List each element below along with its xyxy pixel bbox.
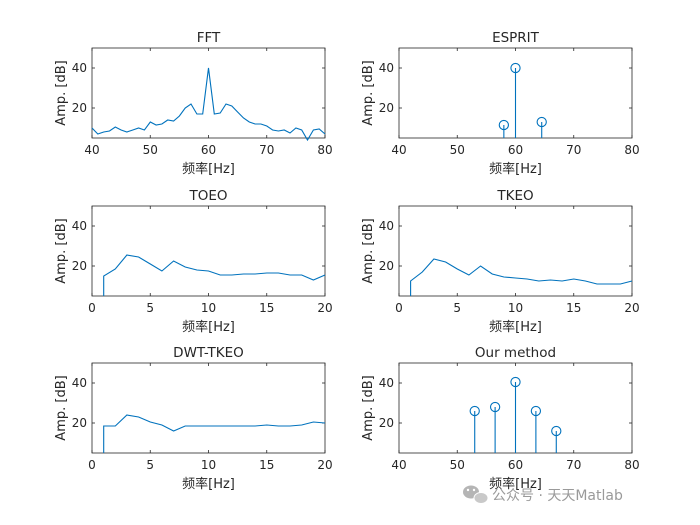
x-tick-label: 50 <box>450 143 465 157</box>
x-tick-label: 15 <box>566 301 581 315</box>
y-tick-label: 40 <box>379 376 394 390</box>
x-tick-label: 80 <box>317 143 332 157</box>
axes-frame <box>91 205 326 297</box>
series-line <box>410 258 633 296</box>
subplot-0: FFT 40 50 60 70 80 20 40 频率[Hz] Amp. [dB] <box>54 30 333 177</box>
watermark-text: 公众号 · 天天Matlab <box>492 488 623 504</box>
x-axis-label: 频率[Hz] <box>489 319 542 335</box>
subplot-4: DWT-TKEO 0 5 10 15 20 20 40 频率[Hz] Amp. [dB] <box>54 345 333 492</box>
x-tick-label: 15 <box>259 301 274 315</box>
y-axis-label: Amp. [dB] <box>54 60 69 125</box>
x-tick-label: 20 <box>317 458 332 472</box>
subplot-title: FFT <box>197 30 221 46</box>
series-line <box>91 67 326 142</box>
y-tick-label: 20 <box>72 101 87 115</box>
x-tick-label: 60 <box>508 458 523 472</box>
x-tick-label: 10 <box>201 301 216 315</box>
axes-frame <box>91 47 326 139</box>
stem-marker <box>536 116 547 128</box>
x-tick-label: 40 <box>391 143 406 157</box>
x-tick-label: 50 <box>450 458 465 472</box>
x-axis-label: 频率[Hz] <box>489 161 542 177</box>
x-tick-label: 10 <box>508 301 523 315</box>
subplot-title: TKEO <box>496 188 533 204</box>
y-axis-label: Amp. [dB] <box>361 375 376 440</box>
y-tick-label: 20 <box>379 259 394 273</box>
x-tick-label: 80 <box>624 458 639 472</box>
x-axis-label: 频率[Hz] <box>489 476 542 492</box>
stem-marker <box>469 405 480 417</box>
x-tick-label: 5 <box>146 458 154 472</box>
x-tick-label: 80 <box>624 143 639 157</box>
y-tick-label: 20 <box>379 101 394 115</box>
y-tick-label: 40 <box>379 219 394 233</box>
x-axis-label: 频率[Hz] <box>182 319 235 335</box>
x-tick-label: 60 <box>508 143 523 157</box>
x-tick-label: 20 <box>624 301 639 315</box>
y-axis-label: Amp. [dB] <box>361 218 376 283</box>
stem-marker <box>551 425 562 437</box>
stem-marker <box>498 119 509 131</box>
x-tick-label: 70 <box>566 458 581 472</box>
y-axis-label: Amp. [dB] <box>54 375 69 440</box>
subplot-title: TOEO <box>188 188 227 204</box>
x-tick-label: 40 <box>84 143 99 157</box>
x-tick-label: 5 <box>453 301 461 315</box>
x-axis-label: 频率[Hz] <box>182 476 235 492</box>
x-tick-label: 70 <box>259 143 274 157</box>
stem-marker <box>510 376 521 388</box>
x-tick-label: 70 <box>566 143 581 157</box>
axes-frame <box>398 205 633 297</box>
subplot-title: ESPRIT <box>492 30 540 46</box>
y-tick-label: 20 <box>72 416 87 430</box>
y-axis-label: Amp. [dB] <box>361 60 376 125</box>
x-tick-label: 40 <box>391 458 406 472</box>
stem-marker <box>489 401 501 413</box>
x-tick-label: 0 <box>88 458 96 472</box>
stem-marker <box>530 405 542 417</box>
y-tick-label: 40 <box>72 61 87 75</box>
series-line <box>103 414 326 453</box>
subplot-5: Our method 40 50 60 70 80 20 40 频率[Hz] Amp. [dB] <box>361 345 640 492</box>
subplot-title: Our method <box>475 345 556 361</box>
x-tick-label: 0 <box>88 301 96 315</box>
x-tick-label: 0 <box>395 301 403 315</box>
subplot-title: DWT-TKEO <box>173 345 244 361</box>
y-tick-label: 40 <box>379 61 394 75</box>
x-tick-label: 10 <box>201 458 216 472</box>
subplot-1: ESPRIT 40 50 60 70 80 20 40 频率[Hz] Amp. [dB] <box>361 30 640 177</box>
watermark: 公众号 · 天天Matlab <box>463 485 623 504</box>
x-axis-label: 频率[Hz] <box>182 161 235 177</box>
subplot-2: TOEO 0 5 10 15 20 20 40 频率[Hz] Amp. [dB] <box>54 188 333 335</box>
series-line <box>103 254 326 296</box>
y-tick-label: 40 <box>72 376 87 390</box>
x-tick-label: 5 <box>146 301 154 315</box>
subplot-3: TKEO 0 5 10 15 20 20 40 频率[Hz] Amp. [dB] <box>361 188 640 335</box>
y-tick-label: 20 <box>72 259 87 273</box>
axes-frame <box>91 362 326 454</box>
x-tick-label: 60 <box>201 143 216 157</box>
x-tick-label: 20 <box>317 301 332 315</box>
x-tick-label: 15 <box>259 458 274 472</box>
wechat-icon <box>463 485 489 504</box>
y-tick-label: 20 <box>379 416 394 430</box>
y-axis-label: Amp. [dB] <box>54 218 69 283</box>
stem-marker <box>510 62 521 74</box>
x-tick-label: 50 <box>143 143 158 157</box>
y-tick-label: 40 <box>72 219 87 233</box>
